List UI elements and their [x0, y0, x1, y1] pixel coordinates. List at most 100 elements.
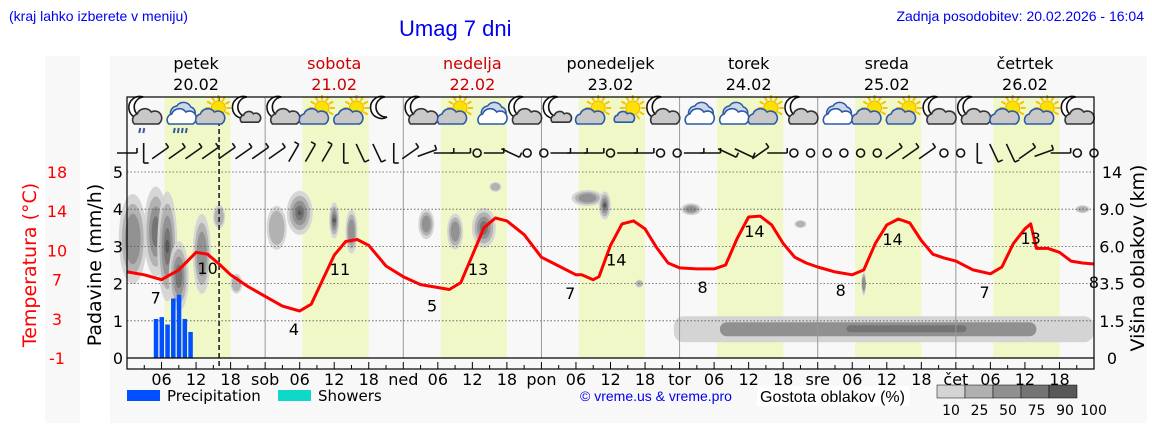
temp-label: 8 — [698, 278, 708, 297]
temp-axis-label: Temperatura (°C) — [19, 183, 41, 348]
legend: Precipitation Showers Gostota oblakov (%) 1… — [127, 384, 1107, 419]
wind-barb-icon — [734, 148, 756, 158]
last-update: Zadnja posodobitev: 20.02.2026 - 16:04 — [896, 8, 1144, 24]
day-name: torek — [728, 54, 770, 73]
day-name: nedelja — [443, 54, 502, 73]
night-cloud-icon — [646, 95, 681, 125]
wind-barbs-row — [117, 141, 1099, 164]
x-tick-label: 18 — [220, 370, 240, 389]
calm-wind-icon — [605, 148, 616, 158]
x-tick-label: pon — [526, 370, 556, 389]
wind-barb-icon — [235, 142, 253, 160]
legend-precip-swatch — [127, 390, 160, 401]
wind-barb-icon — [251, 142, 270, 160]
x-tick-label: 12 — [462, 370, 482, 389]
night-cloud-icon — [922, 95, 957, 125]
sun-cloud-icon — [1023, 95, 1061, 125]
precip-tick: 3 — [113, 237, 123, 256]
wind-barb-icon — [976, 143, 983, 164]
temp-tick: -1 — [49, 349, 65, 368]
cloud-scale-tick: 10 — [942, 403, 960, 419]
x-tick-label: 18 — [911, 370, 931, 389]
precip-tick: 4 — [113, 200, 123, 219]
day-name: petek — [173, 54, 219, 73]
wind-barb-icon — [185, 142, 203, 160]
legend-precip-label: Precipitation — [167, 387, 261, 405]
x-tick-label: 18 — [635, 370, 655, 389]
cloud-scale-tick: 90 — [1056, 403, 1074, 419]
temp-label: 14 — [744, 222, 764, 241]
wind-barb-icon — [717, 148, 740, 158]
wind-barb-icon — [450, 148, 472, 154]
temp-tick: 10 — [47, 241, 67, 260]
wind-barb-icon — [901, 142, 920, 160]
wind-barb-icon — [989, 143, 1004, 163]
calm-wind-icon — [655, 148, 666, 158]
sun-cloud-icon — [851, 95, 888, 125]
calm-wind-icon — [955, 148, 966, 158]
calm-wind-icon — [672, 148, 682, 158]
temp-tick: 7 — [52, 271, 62, 290]
copyright-link[interactable]: © vreme.us & vreme.pro — [580, 388, 732, 404]
daylight-bands — [127, 97, 1094, 369]
x-tick-label: 12 — [1015, 370, 1035, 389]
day-name: sreda — [865, 54, 909, 73]
temp-label: 7 — [151, 289, 161, 308]
wind-barb-icon — [288, 141, 300, 163]
wind-barb-icon — [268, 142, 286, 160]
temp-label: 14 — [882, 230, 902, 249]
sun-cloud-icon — [333, 95, 370, 125]
axes: 06 12 18 sob 06 12 18 ned 06 12 18 pon 06 12 18 tor 06 12… — [19, 96, 1149, 389]
wind-barb-icon — [633, 148, 655, 154]
x-tick-label: 12 — [877, 370, 897, 389]
wind-barb-icon — [1005, 143, 1020, 163]
day-date: 26.02 — [1002, 75, 1048, 94]
x-tick-label: tor — [668, 370, 691, 389]
wind-barb-icon — [1018, 142, 1037, 160]
calm-wind-icon — [939, 148, 949, 158]
region-hint[interactable]: (kraj lahko izberete v meniju) — [9, 8, 188, 24]
wind-barb-icon — [355, 143, 370, 163]
precip-tick: 2 — [113, 275, 123, 294]
calm-wind-icon — [805, 148, 816, 158]
calm-wind-icon — [872, 148, 883, 158]
day-headers: petek 20.02 sobota 21.02 nedelja 22.02 ponedel… — [173, 54, 1054, 94]
temp-tick: 18 — [47, 163, 67, 182]
x-tick-label: 18 — [1049, 370, 1069, 389]
cloud-scale-swatch — [992, 384, 1022, 399]
x-tick-label: sob — [251, 370, 279, 389]
wind-barb-icon — [342, 143, 349, 164]
moon-icon — [369, 95, 388, 120]
x-tick-label: ned — [388, 370, 418, 389]
sun-cloud-icon — [885, 95, 923, 125]
wind-barb-icon — [885, 142, 903, 160]
precip-tick: 1 — [113, 312, 123, 331]
calm-wind-icon — [839, 148, 849, 158]
temp-label: 10 — [197, 259, 217, 278]
wind-barb-icon — [1034, 144, 1055, 158]
night-cloud-small-icon — [542, 95, 573, 123]
cloud-height-tick: 0 — [1107, 349, 1117, 368]
calm-wind-icon — [1072, 148, 1083, 158]
precip-bar — [165, 324, 170, 358]
sun-cloud-icon — [436, 95, 474, 125]
x-tick-label: 06 — [289, 370, 309, 389]
x-tick-label: čet — [943, 370, 968, 389]
wind-barb-icon — [142, 143, 149, 164]
cloud-rain-icon — [166, 101, 198, 134]
sun-cloud-small-icon — [613, 95, 646, 123]
day-name: sobota — [307, 54, 361, 73]
cloud-scale-tick: 50 — [999, 403, 1017, 419]
night-cloud-icon — [507, 95, 543, 125]
wind-barb-icon — [918, 142, 937, 160]
x-tick-label: 06 — [842, 370, 862, 389]
sun-cloud-icon — [747, 95, 784, 125]
day-date: 21.02 — [311, 75, 357, 94]
temp-label: 14 — [606, 250, 626, 269]
wind-barb-icon — [401, 142, 420, 160]
wind-barb-icon — [151, 142, 170, 160]
sun-cloud-icon — [194, 95, 232, 125]
wind-barb-icon — [304, 141, 317, 163]
temp-label: 4 — [289, 320, 299, 339]
